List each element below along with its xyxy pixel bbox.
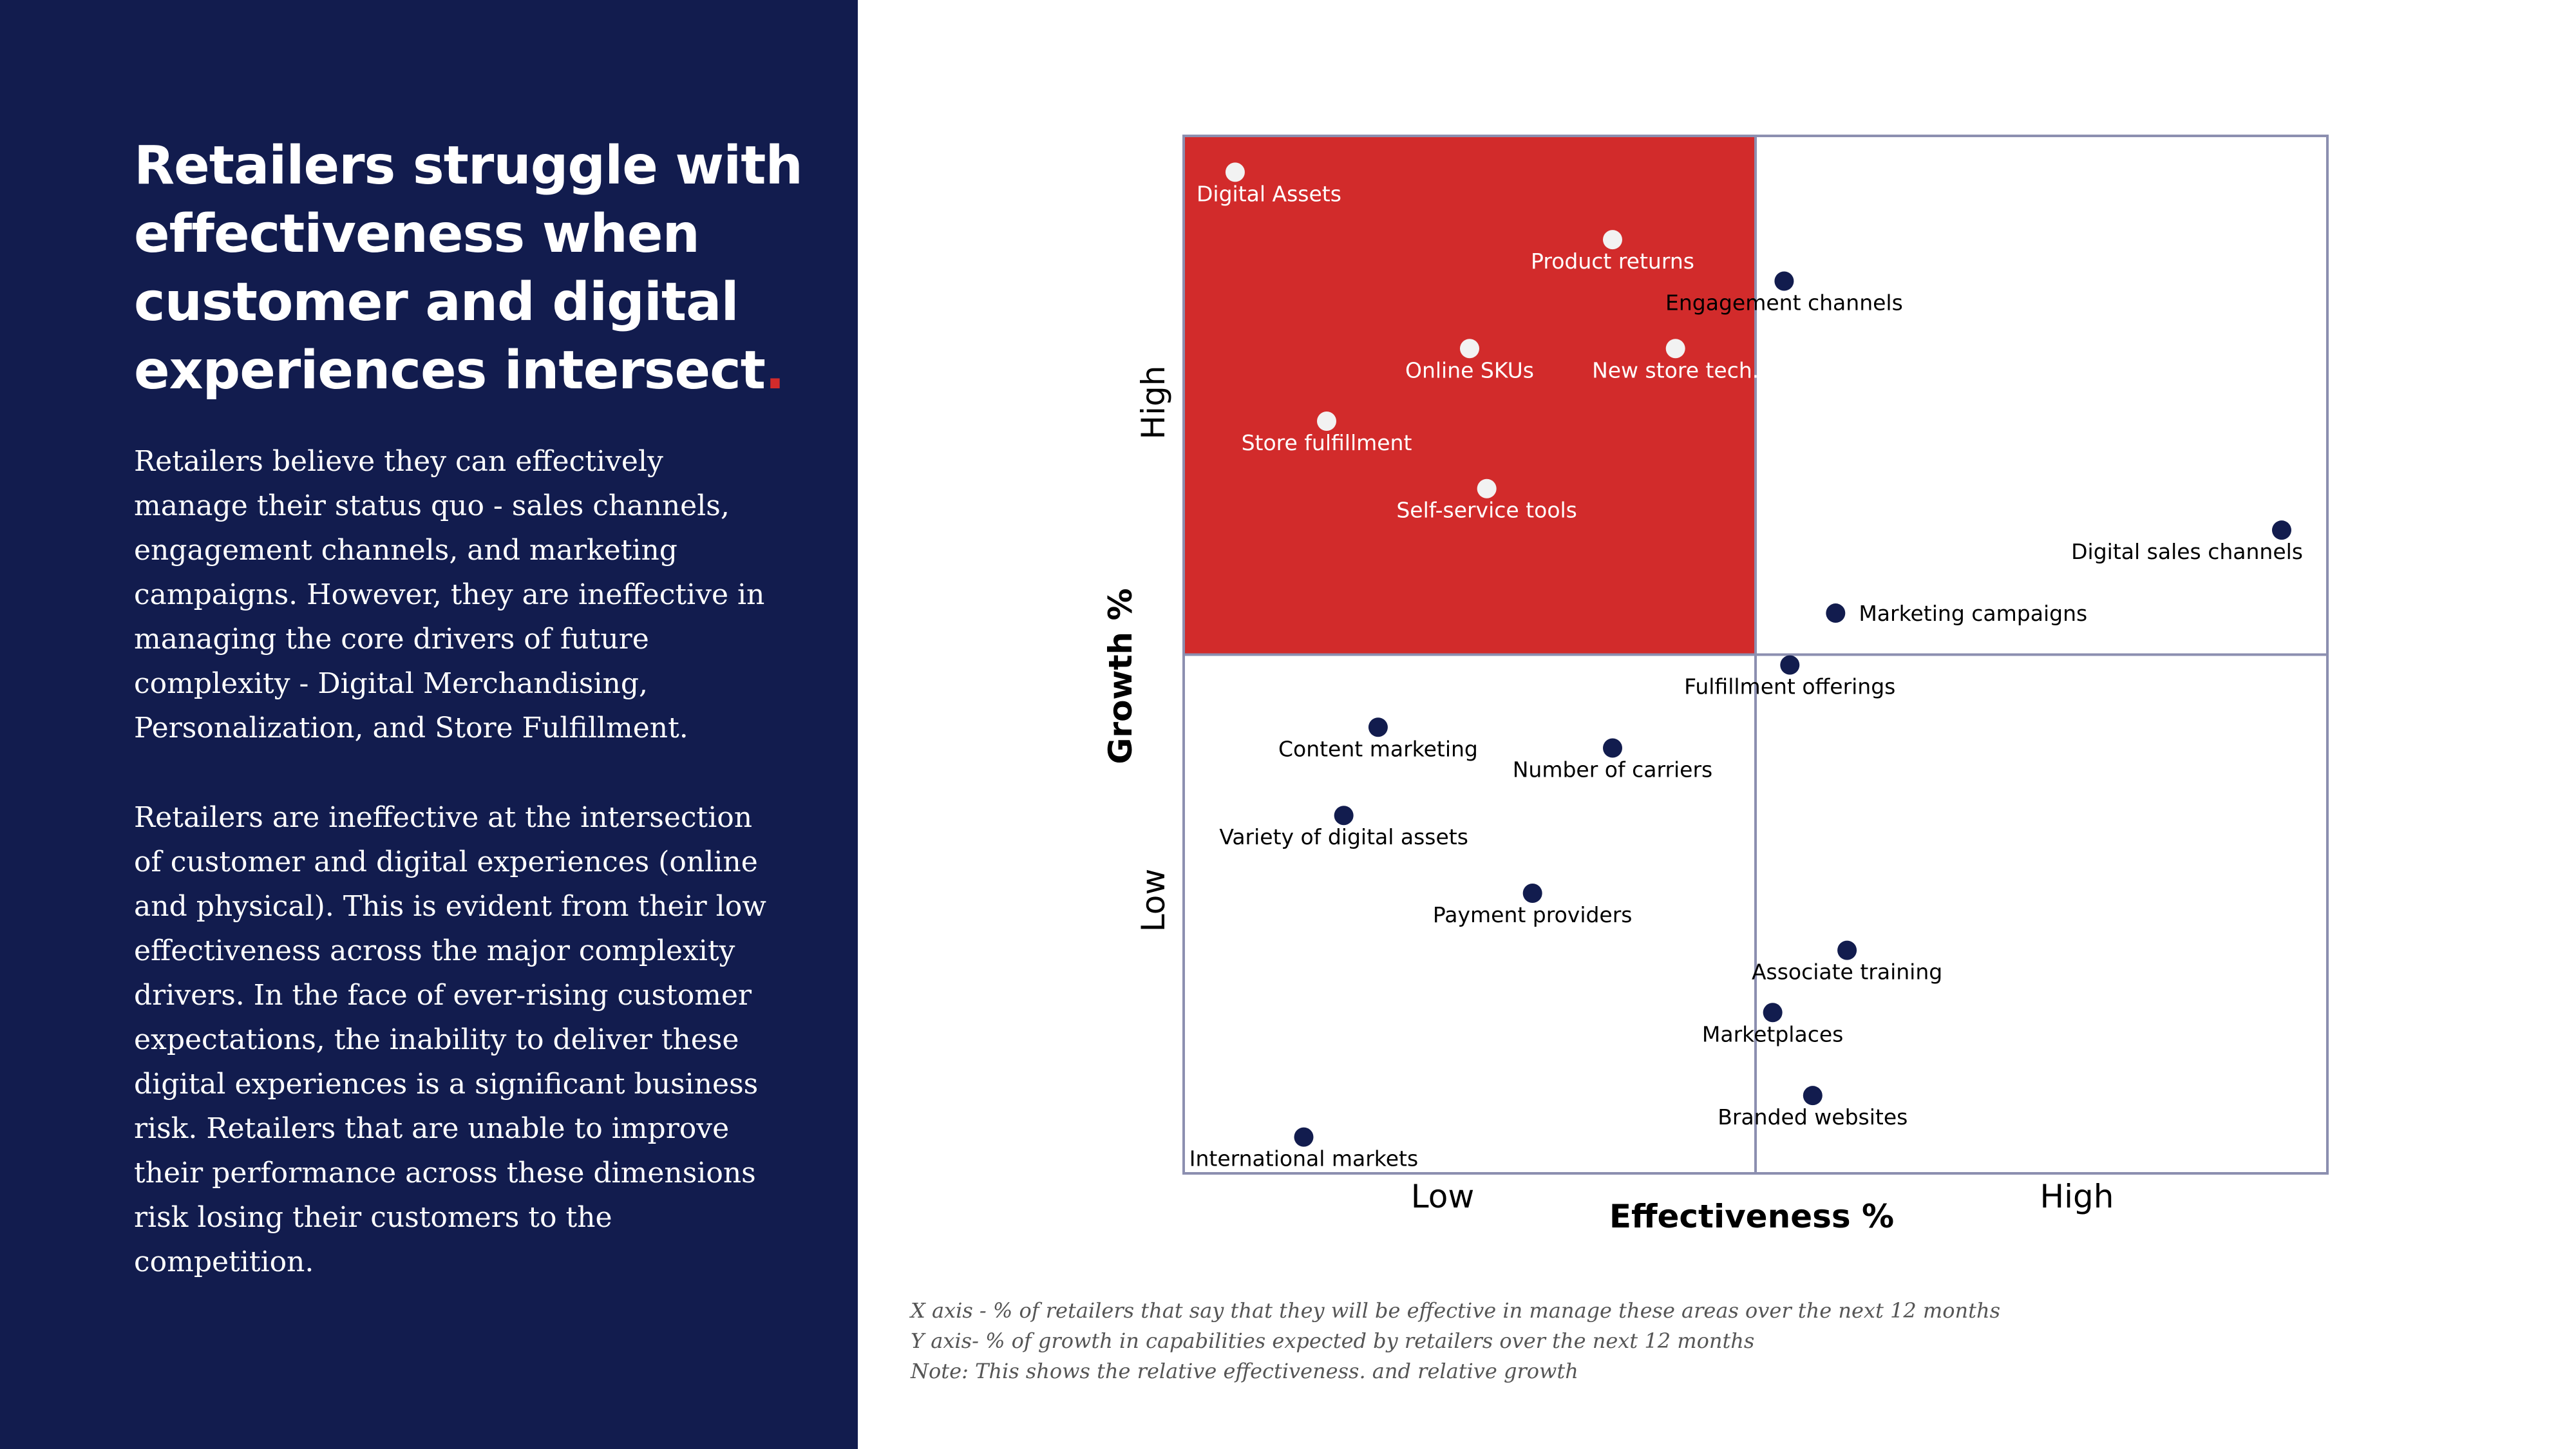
data-point: Content marketing [1278, 717, 1478, 761]
point-marker [1780, 655, 1800, 675]
point-marker [1368, 717, 1388, 737]
point-label: Variety of digital assets [1219, 824, 1468, 849]
point-marker [1460, 339, 1479, 359]
body-paragraph-2: Retailers are ineffective at the interse… [134, 801, 766, 1278]
point-marker [1477, 478, 1497, 498]
data-point: New store tech. [1592, 339, 1759, 383]
point-marker [1334, 806, 1354, 826]
point-marker [1294, 1127, 1314, 1147]
data-point: Payment providers [1433, 884, 1633, 927]
data-points: Digital Assets Product returns Online SKUs… [1189, 162, 2303, 1171]
data-point: Digital sales channels [2071, 520, 2303, 564]
point-marker [1803, 1086, 1823, 1106]
point-marker [1603, 230, 1622, 250]
data-point: Marketplaces [1702, 1003, 1843, 1046]
data-point: Online SKUs [1405, 339, 1534, 383]
point-label: New store tech. [1592, 357, 1759, 383]
data-point: Associate training [1752, 940, 1942, 985]
data-point: International markets [1189, 1127, 1418, 1171]
point-label: Online SKUs [1405, 357, 1534, 383]
point-label: International markets [1189, 1146, 1418, 1171]
note-y-axis: Y axis- % of growth in capabilities expe… [911, 1329, 1755, 1353]
body-paragraph-1: Retailers believe they can effectively m… [134, 445, 765, 744]
point-label: Store fulfillment [1242, 430, 1412, 455]
data-point: Digital Assets [1197, 162, 1341, 206]
chart-notes: X axis - % of retailers that say that th… [911, 1296, 2327, 1387]
point-marker [2271, 520, 2291, 540]
x-tick-high: High [2040, 1178, 2114, 1215]
point-label: Self-service tools [1396, 498, 1577, 523]
y-tick-high: High [1135, 366, 1172, 440]
point-label: Product returns [1531, 249, 1694, 274]
highlight-quadrant [1184, 136, 1756, 655]
point-marker [1763, 1003, 1783, 1023]
point-label: Number of carriers [1513, 757, 1713, 782]
point-label: Digital Assets [1197, 181, 1341, 206]
data-point: Engagement channels [1665, 271, 1903, 316]
point-marker [1317, 412, 1336, 431]
data-point: Fulfillment offerings [1684, 655, 1895, 699]
data-point: Branded websites [1718, 1086, 1908, 1130]
x-tick-low: Low [1411, 1178, 1474, 1215]
data-point: Variety of digital assets [1219, 806, 1468, 849]
point-label: Branded websites [1718, 1104, 1908, 1130]
left-panel: Retailers struggle with effectiveness wh… [0, 0, 858, 1449]
point-marker [1603, 738, 1622, 758]
data-point: Product returns [1531, 230, 1694, 274]
x-axis-label: Effectiveness % [1609, 1198, 1894, 1235]
point-marker [1225, 162, 1245, 182]
data-point: Store fulfillment [1242, 412, 1412, 455]
point-label: Marketing campaigns [1859, 601, 2087, 626]
point-marker [1522, 884, 1542, 904]
note-x-axis: X axis - % of retailers that say that th… [911, 1298, 2000, 1323]
point-marker [1837, 940, 1857, 960]
headline-period: . [764, 340, 785, 401]
chart-frame [1182, 135, 2329, 1175]
point-label: Associate training [1752, 960, 1942, 985]
point-marker [1774, 271, 1794, 291]
data-point: Marketing campaigns [1826, 601, 2087, 626]
point-label: Engagement channels [1665, 290, 1903, 316]
y-axis-label: Growth % [1102, 588, 1139, 764]
data-point: Self-service tools [1396, 478, 1577, 523]
point-label: Content marketing [1278, 736, 1478, 761]
headline-text: Retailers struggle with effectiveness wh… [134, 135, 803, 401]
point-label: Payment providers [1433, 902, 1633, 927]
note-relative: Note: This shows the relative effectiven… [911, 1359, 1578, 1383]
y-tick-low: Low [1135, 869, 1172, 932]
point-label: Marketplaces [1702, 1021, 1843, 1046]
data-point: Number of carriers [1513, 738, 1713, 782]
point-label: Digital sales channels [2071, 539, 2303, 564]
point-marker [1826, 603, 1846, 623]
headline: Retailers struggle with effectiveness wh… [134, 132, 829, 405]
point-marker [1665, 339, 1685, 359]
point-label: Fulfillment offerings [1684, 674, 1895, 699]
